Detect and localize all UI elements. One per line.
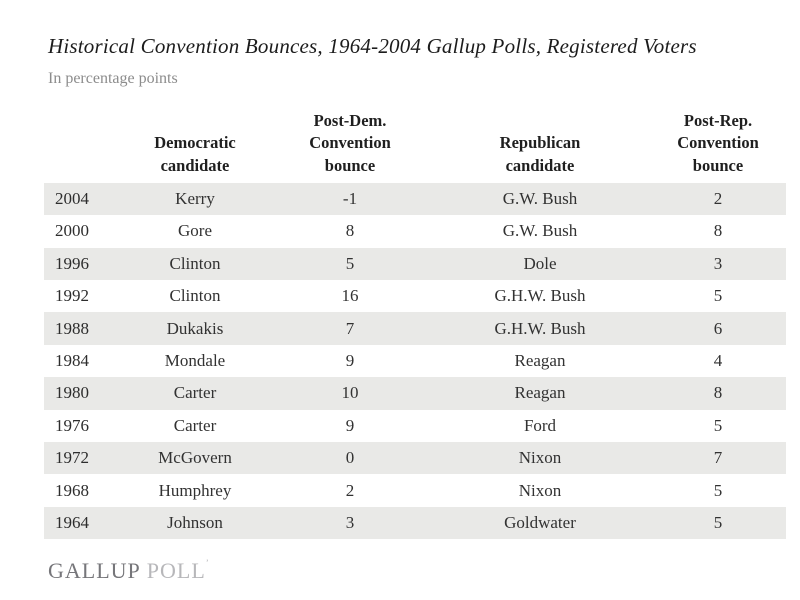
dem-candidate-cell: Clinton xyxy=(169,253,221,273)
table-row: 1980 Carter 10 Reagan 8 xyxy=(44,377,786,410)
dem-candidate-cell: Kerry xyxy=(175,188,215,208)
table-row: 1968 Humphrey 2 Nixon 5 xyxy=(44,474,786,507)
table-row: 1996 Clinton 5 Dole 3 xyxy=(44,247,786,280)
post-rep-bounce-cell: 5 xyxy=(713,512,723,532)
year-cell: 1972 xyxy=(55,448,89,468)
rep-candidate-cell: G.H.W. Bush xyxy=(494,286,586,306)
post-dem-bounce-cell: 8 xyxy=(345,221,355,241)
post-rep-bounce-cell: 3 xyxy=(713,253,723,273)
rep-candidate-cell: Ford xyxy=(523,415,557,435)
post-dem-bounce-cell: 9 xyxy=(345,415,355,435)
rep-candidate-cell: G.W. Bush xyxy=(502,188,578,208)
table-row: 1976 Carter 9 Ford 5 xyxy=(44,409,786,442)
table-body: 2004 Kerry -1 G.W. Bush 2 2000 Gore 8 G.… xyxy=(44,182,786,540)
rep-candidate-cell: Reagan xyxy=(514,383,566,403)
post-dem-bounce-cell: 5 xyxy=(345,253,355,273)
post-dem-bounce-cell: 9 xyxy=(345,350,355,370)
dem-candidate-cell: Mondale xyxy=(164,350,226,370)
table-row: 2004 Kerry -1 G.W. Bush 2 xyxy=(44,182,786,216)
header-post-rep-bounce: Post-Rep. Convention bounce xyxy=(677,111,759,175)
post-dem-bounce-cell: -1 xyxy=(342,188,358,208)
post-dem-bounce-cell: 10 xyxy=(341,383,359,403)
rep-candidate-cell: Nixon xyxy=(518,448,562,468)
header-democratic-candidate: Democratic candidate xyxy=(154,133,236,175)
rep-candidate-cell: Dole xyxy=(523,253,557,273)
rep-candidate-cell: G.W. Bush xyxy=(502,221,578,241)
year-cell: 1988 xyxy=(55,318,89,338)
post-dem-bounce-cell: 0 xyxy=(345,448,355,468)
post-rep-bounce-cell: 5 xyxy=(713,415,723,435)
table-row: 1988 Dukakis 7 G.H.W. Bush 6 xyxy=(44,312,786,345)
post-rep-bounce-cell: 5 xyxy=(713,286,723,306)
header-republican-candidate: Republican candidate xyxy=(499,133,581,175)
dem-candidate-cell: Clinton xyxy=(169,286,221,306)
page-title: Historical Convention Bounces, 1964-2004… xyxy=(48,34,697,58)
year-cell: 1964 xyxy=(55,512,89,532)
year-cell: 1984 xyxy=(55,350,89,370)
post-dem-bounce-cell: 3 xyxy=(345,512,355,532)
post-dem-bounce-cell: 16 xyxy=(341,286,359,306)
rep-candidate-cell: Goldwater xyxy=(504,512,576,532)
table-row: 1992 Clinton 16 G.H.W. Bush 5 xyxy=(44,279,786,313)
dem-candidate-cell: Carter xyxy=(173,383,217,403)
table-row: 1984 Mondale 9 Reagan 4 xyxy=(44,344,786,378)
dem-candidate-cell: Carter xyxy=(173,415,217,435)
brand-poll: POLL xyxy=(146,558,206,584)
page-subtitle: In percentage points xyxy=(48,70,178,87)
dem-candidate-cell: Johnson xyxy=(167,512,223,532)
dem-candidate-cell: McGovern xyxy=(158,448,232,468)
post-rep-bounce-cell: 2 xyxy=(713,188,723,208)
post-rep-bounce-cell: 8 xyxy=(713,221,723,241)
year-cell: 1980 xyxy=(55,383,89,403)
rep-candidate-cell: Reagan xyxy=(514,350,566,370)
dem-candidate-cell: Dukakis xyxy=(166,318,224,338)
table-header-row: Democratic candidate Post-Dem. Conventio… xyxy=(44,110,786,183)
year-cell: 1992 xyxy=(55,286,89,306)
post-rep-bounce-cell: 7 xyxy=(713,448,723,468)
post-dem-bounce-cell: 7 xyxy=(345,318,355,338)
year-cell: 1996 xyxy=(55,253,89,273)
rep-candidate-cell: G.H.W. Bush xyxy=(494,318,586,338)
table-row: 1972 McGovern 0 Nixon 7 xyxy=(44,441,786,475)
dem-candidate-cell: Humphrey xyxy=(158,480,232,500)
year-cell: 2004 xyxy=(55,188,89,208)
post-dem-bounce-cell: 2 xyxy=(345,480,355,500)
year-cell: 1976 xyxy=(55,415,89,435)
table-row: 1964 Johnson 3 Goldwater 5 xyxy=(44,506,786,540)
year-cell: 2000 xyxy=(55,221,89,241)
brand-gallup: GALLUP xyxy=(48,558,141,584)
rep-candidate-cell: Nixon xyxy=(518,480,562,500)
post-rep-bounce-cell: 8 xyxy=(713,383,723,403)
post-rep-bounce-cell: 4 xyxy=(713,350,723,370)
dem-candidate-cell: Gore xyxy=(178,221,212,241)
post-rep-bounce-cell: 5 xyxy=(713,480,723,500)
post-rep-bounce-cell: 6 xyxy=(713,318,723,338)
gallup-poll-logo: GALLUP POLL’ xyxy=(48,558,800,584)
convention-bounces-table: Democratic candidate Post-Dem. Conventio… xyxy=(44,110,786,540)
year-cell: 1968 xyxy=(55,480,89,500)
trademark-mark: ’ xyxy=(205,558,209,569)
header-post-dem-bounce: Post-Dem. Convention bounce xyxy=(309,111,391,175)
table-row: 2000 Gore 8 G.W. Bush 8 xyxy=(44,215,786,248)
